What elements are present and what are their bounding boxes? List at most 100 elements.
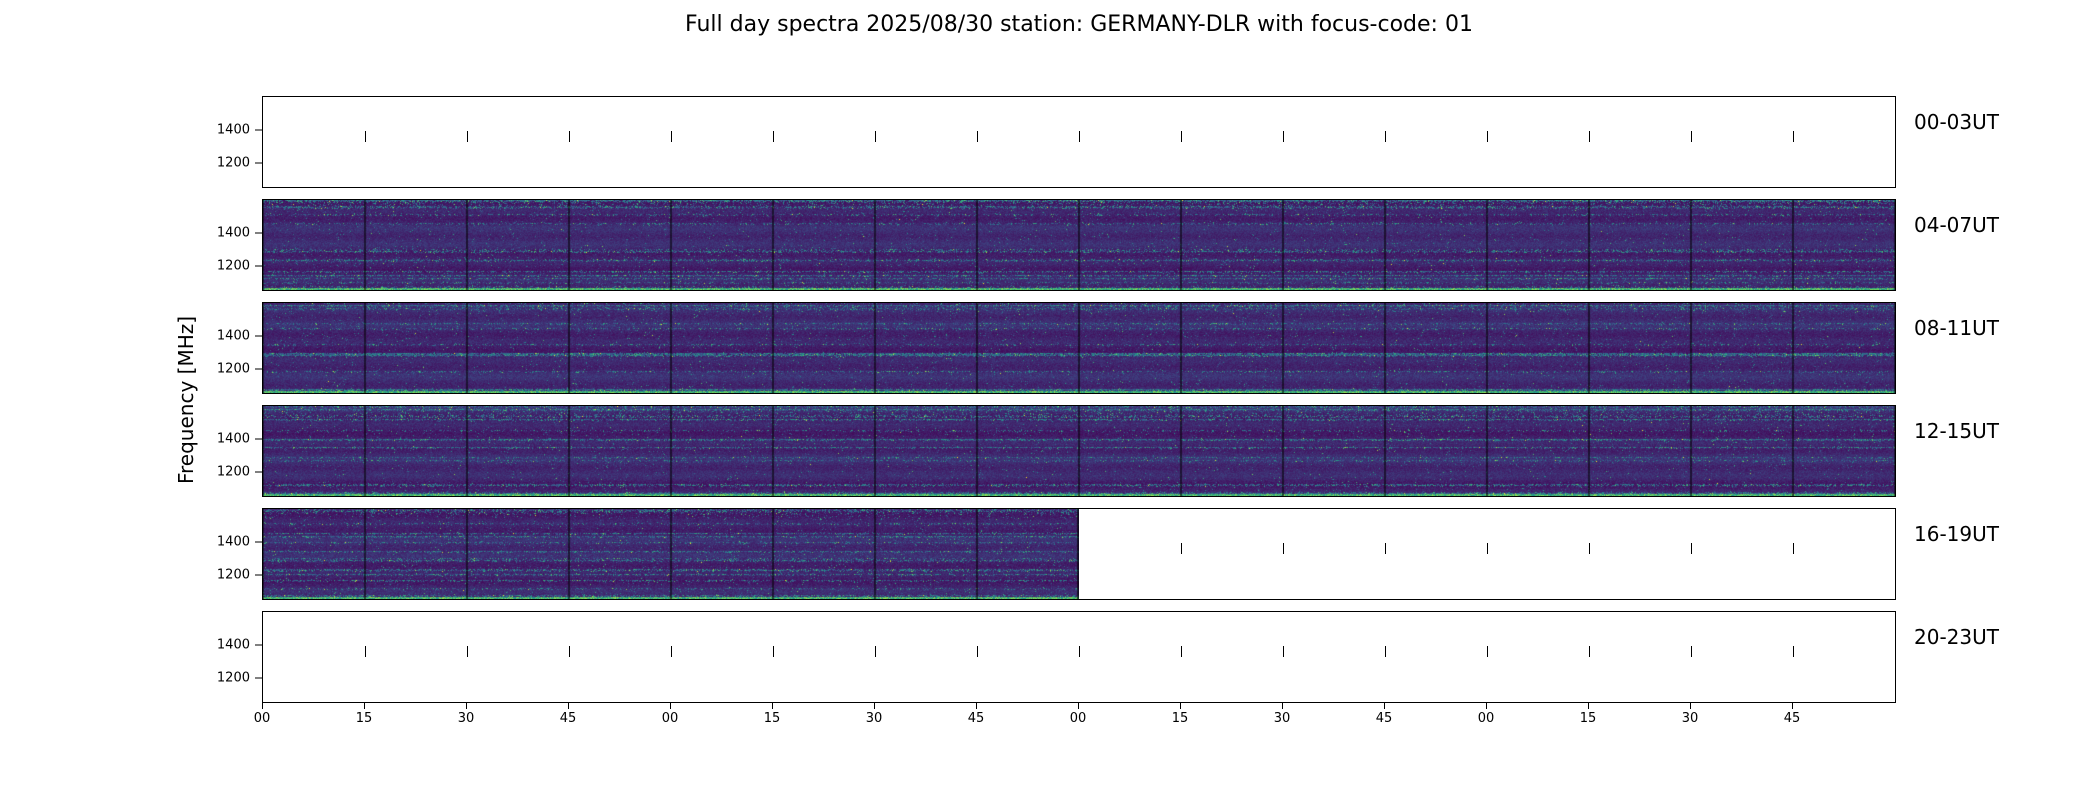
spectrogram-image: [263, 406, 1895, 496]
y-tick-label-1400: 1400: [216, 431, 250, 447]
x-tick-label: 45: [956, 703, 996, 727]
x-tick-label: 30: [446, 703, 486, 727]
segment-tick-mark: [1079, 131, 1080, 143]
y-tick-label-1200: 1200: [216, 567, 250, 583]
spectrogram-panel: [262, 199, 1896, 291]
spectra-row-08-11ut: 1400 1200 08-11UT: [217, 302, 1999, 394]
segment-tick-mark: [1385, 646, 1386, 658]
panel-time-label: 00-03UT: [1914, 110, 1999, 134]
x-tick-label: 30: [1262, 703, 1302, 727]
y-tick-label-1400: 1400: [216, 534, 250, 550]
y-tick-mark: [255, 541, 262, 543]
y-tick-label-1400: 1400: [216, 225, 250, 241]
segment-tick-mark: [1589, 131, 1590, 143]
segment-tick-mark: [977, 131, 978, 143]
y-tick-label-1200: 1200: [216, 464, 250, 480]
segment-tick-mark: [569, 131, 570, 143]
panel-time-label: 04-07UT: [1914, 213, 1999, 237]
segment-tick-mark: [977, 646, 978, 658]
panel-time-label: 12-15UT: [1914, 419, 1999, 443]
y-axis-label: Frequency [MHz]: [174, 315, 198, 485]
x-tick-label: 30: [854, 703, 894, 727]
segment-tick-mark: [1283, 543, 1284, 555]
segment-tick-mark: [1487, 131, 1488, 143]
x-tick-label: 15: [1568, 703, 1608, 727]
segment-tick-mark: [875, 131, 876, 143]
segment-tick-mark: [1181, 646, 1182, 658]
segment-tick-mark: [1283, 646, 1284, 658]
spectrogram-image: [263, 509, 1079, 599]
panel-time-label: 20-23UT: [1914, 625, 1999, 649]
x-tick-label: 45: [548, 703, 588, 727]
x-tick-label: 45: [1364, 703, 1404, 727]
segment-tick-mark: [1283, 131, 1284, 143]
segment-tick-mark: [1487, 646, 1488, 658]
spectra-row-00-03ut: 1400 1200 00-03UT: [217, 96, 1999, 188]
y-tick-label-1200: 1200: [216, 155, 250, 171]
y-tick-mark: [255, 335, 262, 337]
x-tick-label: 00: [650, 703, 690, 727]
spectrogram-panel: [262, 302, 1896, 394]
spectra-row-20-23ut: 1400 1200 20-23UT: [217, 611, 1999, 703]
segment-tick-mark: [1079, 646, 1080, 658]
segment-tick-mark: [671, 646, 672, 658]
chart-title: Full day spectra 2025/08/30 station: GER…: [685, 12, 1473, 37]
segment-tick-mark: [365, 131, 366, 143]
spectra-row-12-15ut: 1400 1200 12-15UT: [217, 405, 1999, 497]
spectrogram-panel: [262, 96, 1896, 188]
segment-tick-mark: [1793, 543, 1794, 555]
panel-time-label: 08-11UT: [1914, 316, 1999, 340]
y-tick-mark: [255, 162, 262, 164]
y-tick-mark: [255, 574, 262, 576]
segment-tick-mark: [1793, 646, 1794, 658]
spectrogram-panel: [262, 611, 1896, 703]
x-axis: 00 15 30 45 00 15 30 45 00 15 30 45 00 1…: [254, 703, 1896, 743]
segment-tick-mark: [467, 131, 468, 143]
spectrogram-panel: [262, 405, 1896, 497]
segment-tick-mark: [467, 646, 468, 658]
segment-tick-mark: [1385, 543, 1386, 555]
segment-tick-mark: [1589, 646, 1590, 658]
segment-tick-mark: [1487, 543, 1488, 555]
y-tick-mark: [255, 129, 262, 131]
y-tick-mark: [255, 677, 262, 679]
segment-tick-mark: [1385, 131, 1386, 143]
segment-tick-mark: [1691, 646, 1692, 658]
x-tick-label: 15: [344, 703, 384, 727]
x-tick-label: 15: [752, 703, 792, 727]
x-tick-label: 30: [1670, 703, 1710, 727]
segment-tick-mark: [773, 131, 774, 143]
segment-tick-mark: [365, 646, 366, 658]
y-tick-mark: [255, 368, 262, 370]
y-tick-mark: [255, 438, 262, 440]
x-tick-label: 45: [1772, 703, 1812, 727]
x-tick-label: 15: [1160, 703, 1200, 727]
segment-tick-mark: [671, 131, 672, 143]
spectrogram-image: [263, 200, 1895, 290]
segment-tick-mark: [569, 646, 570, 658]
segment-tick-mark: [1793, 131, 1794, 143]
segment-tick-mark: [773, 646, 774, 658]
y-tick-label-1200: 1200: [216, 361, 250, 377]
y-tick-mark: [255, 644, 262, 646]
x-tick-label: 00: [1058, 703, 1098, 727]
y-tick-label-1400: 1400: [216, 328, 250, 344]
segment-tick-mark: [1181, 131, 1182, 143]
segment-tick-mark: [1691, 131, 1692, 143]
x-tick-label: 00: [1466, 703, 1506, 727]
y-tick-label-1200: 1200: [216, 670, 250, 686]
y-tick-mark: [255, 471, 262, 473]
x-tick-label: 00: [242, 703, 282, 727]
segment-tick-mark: [1691, 543, 1692, 555]
y-tick-mark: [255, 265, 262, 267]
segment-tick-mark: [1181, 543, 1182, 555]
segment-tick-mark: [1589, 543, 1590, 555]
y-tick-mark: [255, 232, 262, 234]
y-tick-label-1200: 1200: [216, 258, 250, 274]
panel-time-label: 16-19UT: [1914, 522, 1999, 546]
y-tick-label-1400: 1400: [216, 637, 250, 653]
spectra-row-16-19ut: 1400 1200 16-19UT: [217, 508, 1999, 600]
spectrogram-image: [263, 303, 1895, 393]
spectrogram-panel: [262, 508, 1896, 600]
spectra-row-04-07ut: 1400 1200 04-07UT: [217, 199, 1999, 291]
